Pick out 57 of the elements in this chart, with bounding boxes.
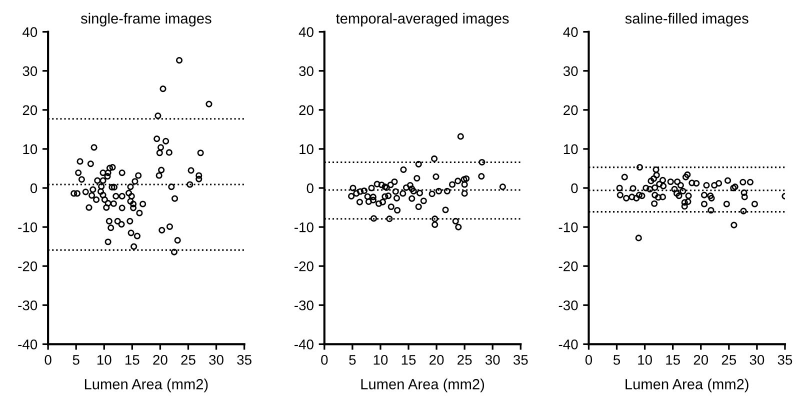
x-tick-label: 20: [153, 354, 168, 365]
y-tick-label: -40: [18, 339, 38, 350]
y-tick-label: 30: [299, 66, 314, 76]
chart-title: single-frame images: [80, 12, 212, 27]
y-tick-label: 40: [563, 27, 578, 38]
x-tick-label: 20: [430, 354, 444, 365]
x-tick-label: 10: [97, 354, 112, 365]
x-tick-label: 15: [402, 355, 416, 365]
y-tick-label: 0: [306, 183, 314, 194]
x-tick-label: 35: [237, 354, 252, 365]
x-tick-label: 25: [181, 354, 196, 365]
x-tick-label: 25: [458, 354, 472, 365]
y-tick-label: 10: [300, 144, 314, 154]
x-tick-label: 5: [613, 355, 620, 365]
x-axis-title: Lumen Area (mm2): [361, 378, 484, 392]
y-tick-label: -10: [18, 222, 38, 232]
x-tick-label: 0: [321, 354, 328, 365]
x-axis-title: Lumen Area (mm2): [626, 378, 748, 392]
x-tick-label: 30: [750, 354, 764, 365]
y-tick-label: -30: [18, 300, 38, 310]
y-tick-label: 30: [22, 66, 38, 76]
y-tick-label: -40: [558, 339, 578, 350]
y-tick-label: 0: [571, 183, 578, 194]
x-tick-label: 35: [513, 354, 528, 365]
x-tick-label: 15: [126, 355, 140, 365]
y-tick-label: 0: [30, 183, 38, 194]
y-tick-label: -10: [558, 222, 578, 232]
y-tick-label: 30: [563, 66, 578, 76]
y-tick-label: 20: [22, 105, 38, 116]
chart-title: saline-filled images: [625, 12, 748, 27]
y-tick-label: -30: [558, 300, 578, 310]
y-tick-label: 40: [22, 27, 38, 38]
y-tick-label: 10: [23, 144, 38, 154]
x-tick-label: 20: [694, 354, 708, 365]
y-tick-label: -40: [294, 339, 314, 350]
x-tick-label: 30: [485, 354, 500, 365]
y-tick-label: 20: [299, 105, 314, 116]
x-tick-label: 30: [209, 354, 224, 365]
y-tick-label: -10: [294, 222, 314, 232]
x-tick-label: 10: [374, 354, 388, 365]
y-tick-label: 10: [564, 144, 578, 154]
x-tick-label: 10: [638, 354, 652, 365]
y-tick-label: -20: [294, 261, 314, 272]
x-tick-label: 15: [666, 355, 680, 365]
y-tick-label: -30: [294, 300, 314, 310]
chart-title: temporal-averaged images: [336, 12, 509, 27]
y-tick-label: 20: [564, 105, 578, 116]
x-tick-label: 35: [778, 354, 792, 365]
x-tick-label: 5: [72, 355, 80, 365]
y-tick-label: -20: [18, 261, 38, 272]
x-tick-label: 25: [722, 354, 736, 365]
y-tick-label: -20: [558, 261, 578, 272]
y-tick-label: 40: [298, 27, 314, 38]
x-tick-label: 0: [44, 354, 52, 365]
x-axis-title: Lumen Area (mm2): [84, 378, 208, 392]
x-tick-label: 0: [585, 354, 592, 365]
x-tick-label: 5: [349, 355, 356, 365]
